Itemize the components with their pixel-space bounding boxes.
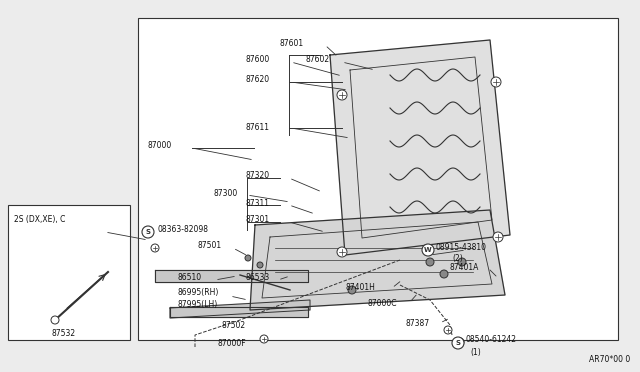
Text: 87320: 87320 bbox=[246, 171, 270, 180]
Bar bbox=[8, 205, 130, 340]
Circle shape bbox=[426, 258, 434, 266]
Circle shape bbox=[444, 326, 452, 334]
Text: 08363-82098: 08363-82098 bbox=[158, 224, 209, 234]
Text: 87532: 87532 bbox=[52, 328, 76, 337]
Text: 87301: 87301 bbox=[246, 215, 270, 224]
Circle shape bbox=[245, 255, 251, 261]
Text: 87601: 87601 bbox=[280, 39, 304, 48]
Text: 86995(RH): 86995(RH) bbox=[178, 289, 220, 298]
Text: 87300: 87300 bbox=[214, 189, 238, 198]
Circle shape bbox=[257, 262, 263, 268]
Circle shape bbox=[337, 247, 347, 257]
Text: 87501: 87501 bbox=[198, 241, 222, 250]
Text: 87600: 87600 bbox=[246, 55, 270, 64]
Circle shape bbox=[458, 258, 466, 266]
Text: 2S (DX,XE), C: 2S (DX,XE), C bbox=[14, 215, 65, 224]
Bar bbox=[138, 18, 618, 340]
Text: W: W bbox=[424, 247, 432, 253]
Text: 86533: 86533 bbox=[246, 273, 270, 282]
Text: 87401H: 87401H bbox=[346, 283, 376, 292]
Circle shape bbox=[493, 232, 503, 242]
Text: (1): (1) bbox=[470, 347, 481, 356]
Text: 08915-43810: 08915-43810 bbox=[436, 243, 487, 251]
Text: 87611: 87611 bbox=[246, 122, 270, 131]
Polygon shape bbox=[170, 307, 308, 317]
Polygon shape bbox=[250, 210, 505, 310]
Text: 87311: 87311 bbox=[246, 199, 270, 208]
Text: S: S bbox=[145, 229, 150, 235]
Text: S: S bbox=[456, 340, 461, 346]
Circle shape bbox=[142, 226, 154, 238]
Circle shape bbox=[51, 316, 59, 324]
Text: AR70*00 0: AR70*00 0 bbox=[589, 355, 630, 364]
Text: 87620: 87620 bbox=[246, 76, 270, 84]
Text: 87000F: 87000F bbox=[218, 339, 246, 347]
Text: 08540-61242: 08540-61242 bbox=[466, 336, 517, 344]
Circle shape bbox=[337, 90, 347, 100]
Text: 87602: 87602 bbox=[305, 55, 329, 64]
Circle shape bbox=[151, 244, 159, 252]
Text: 86510: 86510 bbox=[178, 273, 202, 282]
Circle shape bbox=[456, 338, 464, 346]
Circle shape bbox=[260, 335, 268, 343]
Text: 87000: 87000 bbox=[148, 141, 172, 151]
Circle shape bbox=[452, 337, 464, 349]
Text: 87387: 87387 bbox=[406, 318, 430, 327]
Text: 87401A: 87401A bbox=[450, 263, 479, 273]
Circle shape bbox=[491, 77, 501, 87]
Polygon shape bbox=[155, 270, 308, 282]
Text: (2): (2) bbox=[452, 254, 463, 263]
Polygon shape bbox=[170, 300, 310, 318]
Polygon shape bbox=[330, 40, 510, 255]
Text: 87995(LH): 87995(LH) bbox=[178, 301, 218, 310]
Text: 87502: 87502 bbox=[222, 321, 246, 330]
Circle shape bbox=[440, 270, 448, 278]
Text: 87000C: 87000C bbox=[368, 298, 397, 308]
Circle shape bbox=[348, 286, 356, 294]
Circle shape bbox=[422, 244, 434, 256]
